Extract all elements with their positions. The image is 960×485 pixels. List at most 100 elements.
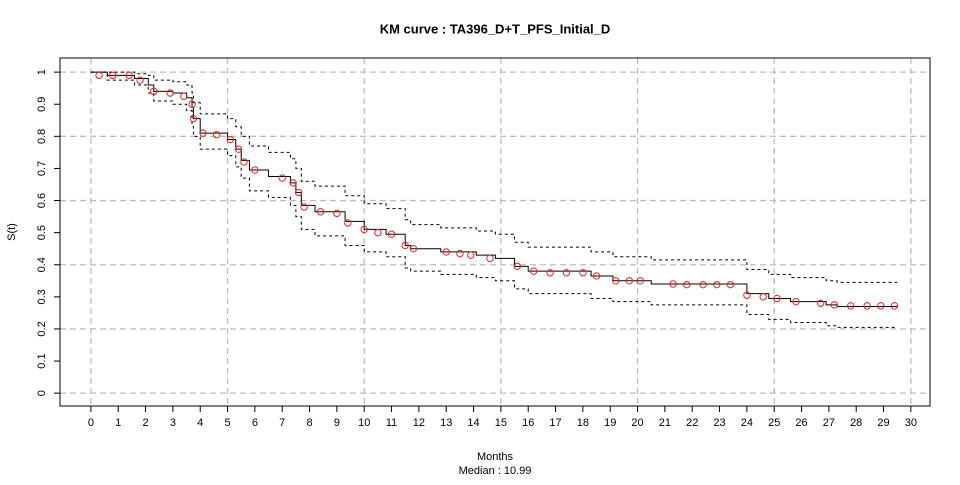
censor-mark <box>792 297 800 306</box>
y-tick-label: 0.1 <box>36 353 48 368</box>
censor-mark <box>300 203 308 211</box>
censor-mark <box>125 71 133 80</box>
censor-mark <box>830 301 839 309</box>
x-tick-label: 22 <box>686 417 698 429</box>
x-tick-label: 16 <box>522 417 534 429</box>
x-tick-label: 9 <box>334 417 340 429</box>
censor-mark <box>374 228 382 237</box>
x-tick-label: 26 <box>795 417 807 429</box>
x-tick-label: 15 <box>495 417 507 429</box>
censor-mark <box>611 277 620 285</box>
chart-title: KM curve : TA396_D+T_PFS_Initial_D <box>380 21 611 36</box>
censor-mark <box>890 302 899 310</box>
censor-mark <box>95 71 103 80</box>
survival-curve <box>90 71 898 307</box>
y-tick-label: 0.4 <box>36 257 48 272</box>
x-tick-label: 25 <box>768 417 780 429</box>
y-tick-label: 0.6 <box>36 193 48 208</box>
censor-mark <box>188 100 196 108</box>
censor-mark <box>592 272 601 280</box>
x-tick-label: 4 <box>197 417 203 429</box>
x-tick-label: 17 <box>549 417 561 429</box>
censor-mark <box>816 299 825 307</box>
censor-mark <box>699 280 707 289</box>
x-axis-label: Months <box>477 451 514 463</box>
x-tick-label: 19 <box>604 417 616 429</box>
y-tick-label: 0.5 <box>36 225 48 240</box>
y-tick-label: 0.8 <box>36 129 48 144</box>
censor-mark <box>513 262 521 271</box>
x-tick-label: 10 <box>358 417 370 429</box>
censor-mark <box>743 291 751 299</box>
censor-mark <box>529 267 538 275</box>
censor-mark <box>401 241 409 250</box>
censor-mark <box>713 280 721 289</box>
censor-mark <box>625 277 634 285</box>
x-tick-label: 30 <box>905 417 917 429</box>
censor-mark <box>360 225 368 234</box>
censor-mark <box>109 71 117 80</box>
censor-mark <box>180 92 188 100</box>
x-tick-label: 20 <box>631 417 643 429</box>
censor-mark <box>251 166 259 174</box>
censor-mark <box>136 76 144 84</box>
censor-mark <box>847 302 855 310</box>
censor-mark <box>240 158 248 166</box>
x-tick-label: 14 <box>467 417 479 429</box>
censor-mark <box>234 145 243 153</box>
x-tick-label: 1 <box>115 417 121 429</box>
censor-mark <box>294 188 303 197</box>
y-tick-label: 0.7 <box>36 161 48 176</box>
censor-mark <box>669 280 677 288</box>
censor-mark <box>212 131 221 139</box>
censor-mark <box>387 230 396 238</box>
x-tick-label: 27 <box>823 417 835 429</box>
x-tick-label: 7 <box>279 417 285 429</box>
censor-mark <box>773 294 781 303</box>
confidence-band <box>90 71 898 328</box>
censor-mark <box>579 269 587 277</box>
x-tick-label: 8 <box>306 417 312 429</box>
x-tick-label: 13 <box>440 417 452 429</box>
censor-mark <box>344 219 352 227</box>
x-tick-label: 24 <box>741 417 753 429</box>
censor-mark <box>150 87 158 96</box>
censor-mark <box>333 209 341 218</box>
plot-frame <box>59 57 931 407</box>
x-tick-label: 21 <box>659 417 671 429</box>
x-tick-label: 3 <box>170 417 176 429</box>
censor-mark <box>636 277 644 285</box>
x-tick-label: 11 <box>386 417 397 429</box>
y-tick-label: 0 <box>36 390 48 396</box>
censor-mark <box>546 269 554 277</box>
censor-mark <box>289 179 297 187</box>
censor-mark <box>316 208 325 216</box>
censor-mark <box>467 251 475 259</box>
x-tick-label: 5 <box>224 417 230 429</box>
censor-mark <box>409 244 418 253</box>
censor-mark <box>759 293 767 301</box>
censor-mark <box>226 135 234 144</box>
censor-mark <box>442 248 450 256</box>
censor-mark <box>278 174 286 182</box>
censor-mark <box>189 114 198 123</box>
y-tick-label: 0.9 <box>36 97 48 112</box>
censor-mark <box>456 249 464 258</box>
censor-mark <box>486 254 494 263</box>
censor-mark <box>562 269 571 277</box>
censor-mark <box>166 89 174 97</box>
x-tick-label: 2 <box>142 417 148 429</box>
censor-mark <box>863 302 871 310</box>
x-tick-label: 18 <box>577 417 589 429</box>
confidence-band <box>90 71 898 283</box>
y-tick-label: 1 <box>36 69 48 75</box>
x-tick-label: 28 <box>850 417 862 429</box>
subtitle: Median : 10.99 <box>459 465 532 477</box>
x-tick-label: 6 <box>252 417 258 429</box>
x-tick-label: 0 <box>88 417 94 429</box>
y-tick-label: 0.3 <box>36 289 48 304</box>
censor-mark <box>199 129 207 137</box>
x-tick-label: 23 <box>713 417 725 429</box>
